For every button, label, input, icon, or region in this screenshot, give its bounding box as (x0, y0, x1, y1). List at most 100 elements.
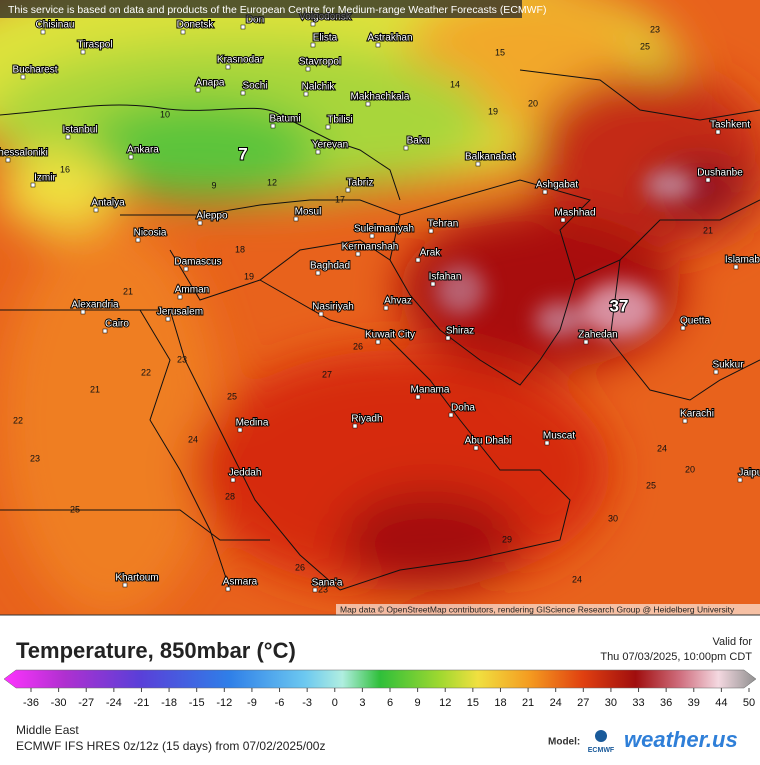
city-label: Aleppo (196, 211, 228, 222)
city-marker (40, 29, 46, 35)
city-marker (448, 412, 454, 418)
city-label: Ahvaz (384, 296, 412, 307)
city-marker (293, 216, 299, 222)
model-run: ECMWF IFS HRES 0z/12z (15 days) from 07/… (16, 739, 325, 753)
city-marker (325, 124, 331, 130)
temperature-label: 12 (267, 177, 277, 187)
city-marker (415, 257, 421, 263)
city-label: Chisinau (36, 20, 75, 31)
city-label: Sana'a (312, 578, 343, 589)
city-label: Anapa (196, 78, 225, 89)
colorbar-tick-label: -9 (247, 697, 257, 709)
temperature-label: 25 (70, 504, 80, 514)
city-label: Tehran (428, 219, 459, 230)
city-marker (415, 394, 421, 400)
temperature-label: 23 (318, 584, 328, 594)
city-marker (345, 187, 351, 193)
city-label: Antalya (91, 198, 125, 209)
city-label: Medina (236, 418, 269, 429)
temperature-label: 25 (640, 41, 650, 51)
temperature-label: 24 (657, 443, 667, 453)
city-label: Suleimaniyah (354, 224, 414, 235)
map: ChisinauTiraspolDonetskDonVolgodonskElis… (0, 0, 760, 615)
colorbar-tick-label: -21 (134, 697, 150, 709)
city-label: Batumi (269, 114, 300, 125)
city-label: Jaipur (738, 468, 760, 479)
city-label: Izmir (34, 173, 56, 184)
city-marker (303, 91, 309, 97)
city-label: Asmara (223, 577, 258, 588)
city-label: Cairo (105, 319, 129, 330)
city-marker (375, 42, 381, 48)
city-marker (733, 264, 739, 270)
city-label: Tiraspol (77, 40, 112, 51)
city-marker (403, 145, 409, 151)
temperature-label: 23 (650, 24, 660, 34)
city-label: Kermanshah (342, 242, 399, 253)
city-marker (5, 157, 11, 163)
city-marker (445, 335, 451, 341)
city-marker (475, 161, 481, 167)
city-label: Ashgabat (536, 180, 578, 191)
city-marker (383, 305, 389, 311)
attribution-bar (336, 604, 760, 615)
city-label: Jeddah (229, 468, 262, 479)
city-label: Islamabad (725, 255, 760, 266)
city-marker (177, 294, 183, 300)
city-marker (195, 87, 201, 93)
city-marker (705, 177, 711, 183)
temperature-label: 19 (244, 271, 254, 281)
legend-title: Temperature, 850mbar (°C) (16, 638, 296, 663)
borders (0, 69, 760, 591)
valid-label: Valid for (712, 636, 752, 648)
city-label: Nalchik (302, 82, 336, 93)
temperature-label: 25 (646, 480, 656, 490)
temperature-label: 27 (322, 369, 332, 379)
temperature-field (0, 0, 760, 615)
city-label: Istanbul (62, 125, 97, 136)
temperature-label: 26 (295, 562, 305, 572)
city-marker (310, 42, 316, 48)
temperature-label: 10 (160, 109, 170, 119)
colorbar-tick-label: 36 (660, 697, 672, 709)
city-label: Manama (411, 385, 450, 396)
temperature-label: 28 (225, 491, 235, 501)
colorbar-tick-label: 44 (715, 697, 727, 709)
temperature-label: 24 (188, 434, 198, 444)
city-marker (270, 123, 276, 129)
city-marker (365, 101, 371, 107)
city-marker (225, 64, 231, 70)
temperature-label: 22 (141, 367, 151, 377)
city-marker (310, 21, 316, 27)
city-label: Damascus (174, 257, 221, 268)
colorbar-tick-label: 24 (550, 697, 562, 709)
colorbar-tick-label: 21 (522, 697, 534, 709)
temperature-label: 20 (685, 464, 695, 474)
temperature-label: 16 (60, 164, 70, 174)
colorbar-tick-label: 9 (415, 697, 421, 709)
city-marker (473, 445, 479, 451)
city-label: Sochi (242, 81, 267, 92)
city-label: Quetta (680, 316, 710, 327)
temperature-label: 21 (703, 225, 713, 235)
city-marker (80, 49, 86, 55)
city-layer: ChisinauTiraspolDonetskDonVolgodonskElis… (0, 11, 760, 593)
temperature-label: 20 (528, 98, 538, 108)
temperature-label: 25 (227, 391, 237, 401)
city-label: Balkanabat (465, 152, 515, 163)
city-marker (315, 149, 321, 155)
city-marker (428, 228, 434, 234)
city-marker (20, 74, 26, 80)
city-marker (352, 423, 358, 429)
city-label: Amman (175, 285, 209, 296)
city-marker (240, 24, 246, 30)
city-marker (544, 440, 550, 446)
model-label: Model: (548, 737, 580, 748)
colorbar-tick-label: 27 (577, 697, 589, 709)
city-marker (375, 339, 381, 345)
city-marker (128, 154, 134, 160)
temperature-label: 21 (90, 384, 100, 394)
city-label: Bucharest (12, 65, 57, 76)
temperature-label: 19 (488, 106, 498, 116)
